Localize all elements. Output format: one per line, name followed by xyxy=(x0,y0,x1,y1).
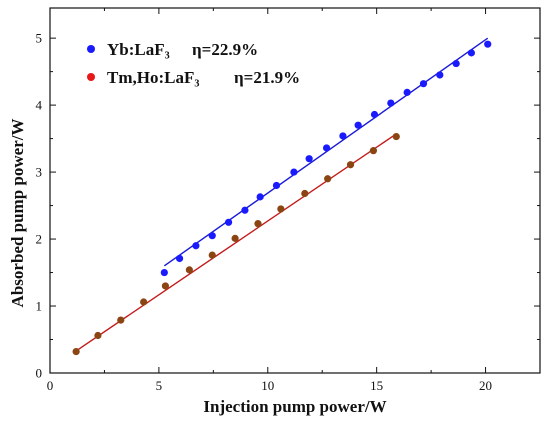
data-point-tmho xyxy=(369,147,377,155)
x-tick-label: 15 xyxy=(370,378,383,393)
data-point-yb xyxy=(354,121,362,129)
legend-marker-yb xyxy=(87,45,95,53)
axis-tick-labels: 0 5 10 15 20 0 1 2 3 4 5 xyxy=(36,31,493,393)
y-tick-label: 0 xyxy=(36,366,43,381)
legend-marker-tmho xyxy=(87,73,95,81)
plot-frame xyxy=(49,7,541,374)
series-layer xyxy=(72,37,492,356)
data-point-tmho xyxy=(161,282,170,290)
data-point-tmho xyxy=(346,161,355,169)
legend-label-yb: Yb:LaF₃ xyxy=(107,40,170,59)
x-tick-label: 20 xyxy=(479,378,492,393)
series-yb xyxy=(160,37,492,277)
data-point-tmho xyxy=(392,132,400,141)
data-point-yb xyxy=(339,132,347,140)
y-tick-label: 1 xyxy=(36,299,43,314)
data-point-yb xyxy=(256,193,264,201)
data-point-tmho xyxy=(231,234,239,242)
data-point-yb xyxy=(419,80,428,88)
data-point-tmho xyxy=(72,347,80,356)
legend: Yb:LaF₃ η=22.9% Tm,Ho:LaF₃ η=21.9% xyxy=(87,40,300,87)
data-point-yb xyxy=(452,59,460,68)
data-point-tmho xyxy=(301,189,309,198)
data-point-yb xyxy=(387,99,395,107)
x-tick-label: 10 xyxy=(261,378,274,393)
legend-item-tmho: Tm,Ho:LaF₃ η=21.9% xyxy=(87,68,300,87)
data-point-yb xyxy=(436,71,444,79)
data-point-yb xyxy=(370,110,379,119)
data-point-yb xyxy=(484,40,492,48)
fit-line-yb xyxy=(163,37,489,267)
data-point-yb xyxy=(272,181,281,190)
series-tmho xyxy=(72,132,400,356)
y-tick-label: 4 xyxy=(36,98,43,113)
data-point-yb xyxy=(241,206,249,214)
data-point-tmho xyxy=(185,266,193,274)
data-point-yb xyxy=(290,168,298,176)
x-axis-label: Injection pump power/W xyxy=(203,397,386,416)
legend-label-tmho: Tm,Ho:LaF₃ xyxy=(107,68,199,87)
legend-efficiency-yb: η=22.9% xyxy=(192,40,258,59)
data-point-tmho xyxy=(94,331,102,340)
y-tick-label: 2 xyxy=(36,232,43,247)
data-point-tmho xyxy=(254,220,262,228)
data-point-tmho xyxy=(277,205,285,213)
data-point-tmho xyxy=(208,251,216,259)
data-point-yb xyxy=(192,242,200,250)
data-point-yb xyxy=(467,49,475,57)
data-point-yb xyxy=(322,144,331,152)
y-tick-label: 5 xyxy=(36,31,43,46)
x-tick-label: 0 xyxy=(47,378,54,393)
data-point-yb xyxy=(305,155,313,163)
data-point-tmho xyxy=(117,316,125,324)
data-point-yb xyxy=(224,218,233,226)
data-point-yb xyxy=(403,88,411,96)
data-point-yb xyxy=(160,268,168,277)
data-point-yb xyxy=(175,254,184,263)
legend-item-yb: Yb:LaF₃ η=22.9% xyxy=(87,40,258,59)
data-point-tmho xyxy=(324,175,332,183)
axis-ticks xyxy=(49,8,540,374)
y-axis-label: Absorbed pump power/W xyxy=(8,119,27,308)
data-point-tmho xyxy=(140,298,148,306)
x-tick-label: 5 xyxy=(156,378,163,393)
fit-line-tmho xyxy=(75,133,397,352)
legend-efficiency-tmho: η=21.9% xyxy=(234,68,300,87)
data-point-yb xyxy=(208,232,216,240)
y-tick-label: 3 xyxy=(36,165,43,180)
